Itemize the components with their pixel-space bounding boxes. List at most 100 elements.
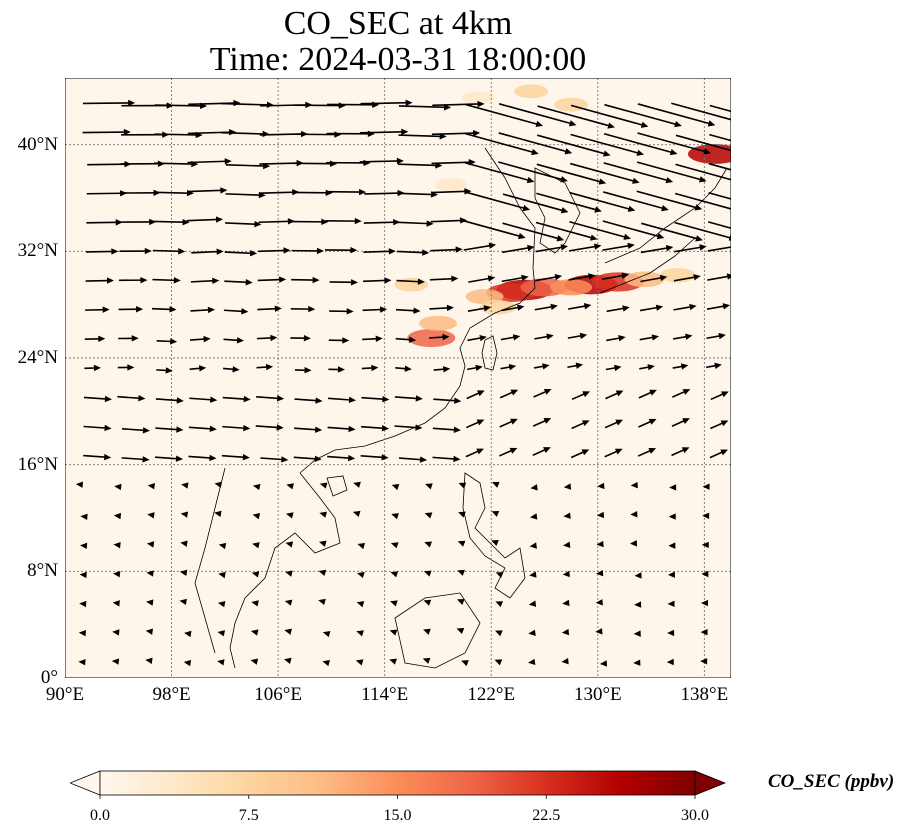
wind-arrow: [79, 571, 87, 579]
wind-arrow: [700, 628, 708, 636]
wind-arrow: [429, 275, 459, 282]
wind-arrow: [466, 390, 485, 400]
wind-arrow: [390, 600, 398, 607]
wind-arrow: [709, 449, 728, 459]
wind-arrow: [432, 426, 461, 433]
wind-arrow: [535, 221, 598, 241]
wind-arrow: [674, 221, 731, 241]
wind-arrow: [425, 483, 433, 490]
wind-arrow: [563, 512, 571, 519]
wind-arrow: [86, 219, 123, 226]
wind-arrow: [602, 242, 635, 251]
wind-arrow: [360, 454, 389, 461]
wind-arrow: [284, 599, 293, 606]
co-plume: [479, 300, 516, 315]
wind-arrow: [294, 367, 312, 374]
wind-arrow: [502, 193, 569, 214]
wind-arrow: [536, 163, 607, 185]
wind-arrow: [424, 512, 433, 519]
wind-arrow: [252, 513, 261, 520]
wind-arrow: [569, 191, 636, 212]
co-plume: [688, 144, 731, 164]
wind-arrow: [85, 306, 110, 313]
concentration-layer: [394, 84, 731, 347]
wind-arrow: [112, 600, 120, 607]
wind-arrow: [329, 279, 359, 286]
wind-arrow: [571, 391, 591, 401]
wind-arrow: [325, 217, 362, 225]
wind-arrow: [570, 449, 590, 459]
wind-arrow: [667, 571, 675, 578]
wind-arrow: [466, 364, 483, 371]
wind-arrow: [286, 483, 294, 490]
wind-arrow: [668, 513, 676, 520]
wind-arrow: [188, 454, 217, 462]
wind-arrow: [708, 192, 731, 200]
wind-arrow: [322, 630, 331, 638]
wind-arrow: [499, 389, 519, 399]
wind-arrow: [672, 363, 689, 370]
wind-arrow: [570, 162, 640, 184]
wind-arrow: [284, 628, 292, 635]
wind-arrow: [389, 658, 397, 665]
wind-arrow: [568, 243, 602, 252]
wind-arrow: [78, 659, 86, 666]
wind-arrow: [596, 540, 604, 548]
wind-arrow: [290, 334, 311, 342]
wind-arrow: [395, 336, 417, 343]
wind-arrow: [363, 219, 401, 226]
wind-arrow: [666, 658, 674, 666]
wind-arrow: [605, 390, 624, 400]
lon-tick-label: 114°E: [361, 684, 409, 705]
wind-arrow: [154, 455, 184, 462]
wind-arrow: [570, 104, 649, 128]
wind-arrow: [396, 249, 430, 256]
wind-arrow: [285, 512, 294, 519]
wind-arrow: [327, 454, 356, 462]
wind-arrow: [119, 218, 157, 226]
wind-arrow: [601, 272, 629, 281]
wind-arrow: [639, 304, 664, 312]
wind-arrow: [500, 334, 521, 341]
wind-arrow: [390, 542, 399, 549]
wind-arrow: [495, 572, 504, 579]
wind-arrow: [117, 364, 135, 371]
wind-arrow: [360, 128, 409, 136]
wind-arrow: [83, 424, 112, 432]
coast-china-east: [299, 147, 536, 474]
wind-arrow: [119, 247, 152, 255]
wind-arrow: [595, 628, 603, 635]
colorbar-tick-label: 7.5: [238, 807, 259, 824]
wind-arrow: [155, 426, 184, 433]
wind-arrow: [429, 333, 450, 341]
wind-arrow: [464, 161, 535, 184]
wind-arrow: [390, 571, 399, 578]
wind-arrow: [467, 305, 492, 312]
wind-arrow: [596, 511, 605, 519]
wind-arrow: [362, 306, 388, 313]
co-plume: [418, 315, 457, 331]
wind-arrow: [495, 601, 504, 608]
lat-tick-label: 8°N: [27, 560, 58, 582]
wind-arrow: [602, 220, 665, 240]
wind-arrow: [395, 365, 412, 372]
wind-arrow: [567, 362, 584, 369]
wind-arrow: [223, 366, 240, 373]
wind-arrow: [256, 363, 274, 371]
wind-arrow: [667, 600, 675, 608]
graticule: [65, 78, 731, 678]
wind-arrow: [257, 305, 282, 312]
coastlines: [194, 147, 728, 669]
wind-arrow: [491, 481, 500, 488]
wind-arrow: [184, 630, 192, 638]
wind-arrow: [430, 246, 463, 253]
wind-arrow: [527, 658, 536, 666]
wind-arrow: [152, 277, 181, 284]
wind-arrow: [463, 220, 526, 240]
wind-arrow: [396, 307, 421, 314]
wind-arrow: [567, 332, 588, 340]
wind-arrow: [637, 132, 711, 155]
wind-arrow: [562, 570, 570, 578]
wind-arrow: [568, 303, 592, 310]
wind-arrow: [84, 335, 106, 343]
